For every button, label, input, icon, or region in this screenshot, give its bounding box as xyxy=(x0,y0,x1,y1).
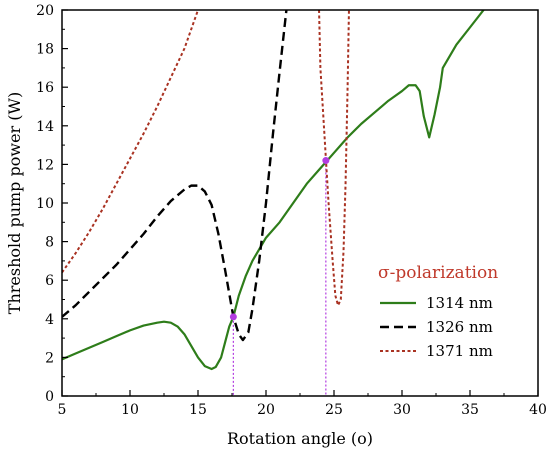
intersection-marker-0 xyxy=(229,313,237,321)
series-line-3 xyxy=(318,10,350,307)
y-tick-label-1: 2 xyxy=(45,350,54,366)
x-tick-label-5: 30 xyxy=(393,402,411,418)
legend-title: σ-polarization xyxy=(378,263,498,283)
axis-ticks: 5 10 15 20 25 30 35 40 0 2 4 6 8 10 12 14 16 18 20 xyxy=(36,3,547,418)
legend-label-0: 1314 nm xyxy=(426,294,493,312)
series-line-2 xyxy=(62,10,199,274)
legend-label-2: 1371 nm xyxy=(426,342,493,360)
y-tick-label-7: 14 xyxy=(36,119,54,135)
x-tick-label-0: 5 xyxy=(58,402,67,418)
x-tick-label-3: 20 xyxy=(257,402,275,418)
series-line-1 xyxy=(62,10,288,342)
x-tick-label-6: 35 xyxy=(461,402,479,418)
x-axis-label: Rotation angle (o) xyxy=(227,429,373,448)
y-tick-label-4: 8 xyxy=(45,235,54,251)
y-tick-label-5: 10 xyxy=(36,196,54,212)
y-axis-label: Threshold pump power (W) xyxy=(5,92,24,314)
y-tick-label-0: 0 xyxy=(45,389,54,405)
y-tick-label-10: 20 xyxy=(36,3,54,19)
plot-frame xyxy=(61,9,539,397)
y-tick-label-8: 16 xyxy=(36,80,54,96)
legend: σ-polarization 1314 nm 1326 nm 1371 nm xyxy=(378,263,498,360)
legend-label-1: 1326 nm xyxy=(426,318,493,336)
x-tick-label-1: 10 xyxy=(121,402,139,418)
intersection-marker-1 xyxy=(322,157,330,165)
y-tick-label-3: 6 xyxy=(45,273,54,289)
x-tick-label-4: 25 xyxy=(325,402,343,418)
y-tick-label-2: 4 xyxy=(45,312,54,328)
y-tick-label-9: 18 xyxy=(36,42,54,58)
x-tick-label-7: 40 xyxy=(529,402,547,418)
x-tick-label-2: 15 xyxy=(189,402,207,418)
y-tick-label-6: 12 xyxy=(36,157,54,173)
series-line-0 xyxy=(62,10,485,371)
